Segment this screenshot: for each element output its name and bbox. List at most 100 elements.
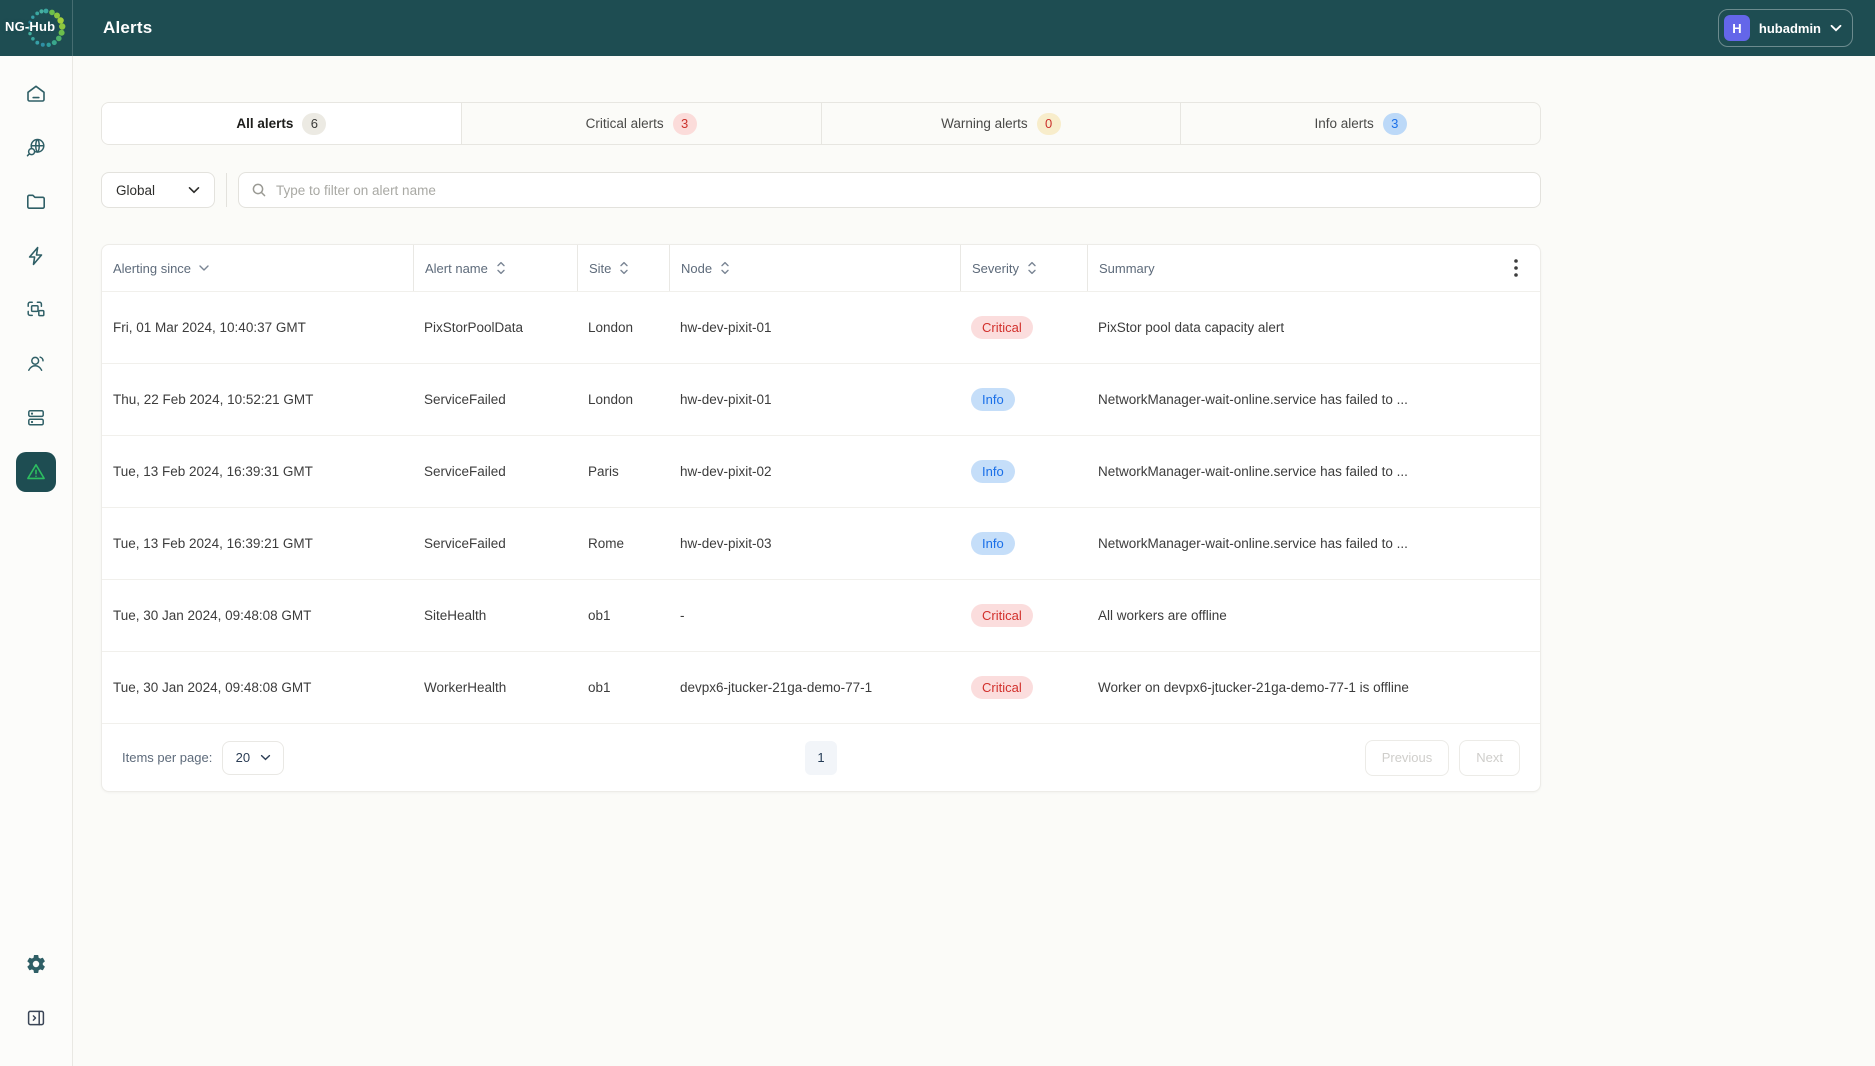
row-spacer: [1491, 364, 1540, 435]
sidebar-item-users[interactable]: [16, 344, 56, 384]
main-content: All alerts 6 Critical alerts 3 Warning a…: [73, 0, 1614, 792]
tab-warning-alerts[interactable]: Warning alerts 0: [820, 103, 1181, 144]
cell-summary: NetworkManager-wait-online.service has f…: [1098, 392, 1408, 407]
column-label: Severity: [972, 260, 1019, 276]
alerts-icon: [27, 464, 45, 480]
lightning-icon: [28, 246, 43, 266]
cell-site: Paris: [588, 464, 619, 479]
cell-severity: Critical: [960, 676, 1087, 699]
cell-alert-name: WorkerHealth: [424, 680, 507, 695]
items-per-page-value: 20: [235, 750, 251, 765]
users-icon: [28, 356, 44, 371]
logo-dots-icon: [27, 8, 66, 47]
cell-site: London: [588, 392, 634, 407]
table-row[interactable]: Tue, 30 Jan 2024, 09:48:08 GMT SiteHealt…: [102, 579, 1540, 651]
sidebar-item-home[interactable]: [16, 74, 56, 114]
row-spacer: [1491, 580, 1540, 651]
column-label: Alerting since: [113, 260, 192, 276]
cell-alerting-since: Thu, 22 Feb 2024, 10:52:21 GMT: [113, 392, 314, 407]
sort-both-icon: [721, 261, 729, 275]
topology-icon: [27, 301, 45, 317]
scope-select[interactable]: Global: [101, 172, 215, 208]
search-input[interactable]: [276, 182, 1528, 198]
user-name: hubadmin: [1758, 20, 1821, 36]
table-header: Alerting since Alert name Site Node Seve…: [102, 245, 1540, 291]
column-header-summary: Summary: [1087, 245, 1491, 291]
items-per-page-label: Items per page:: [122, 750, 213, 765]
cell-node: hw-dev-pixit-01: [680, 320, 772, 335]
search-icon: [252, 183, 266, 197]
sidebar-item-alerts[interactable]: [16, 452, 56, 492]
row-spacer: [1491, 436, 1540, 507]
cell-alert-name: ServiceFailed: [424, 464, 506, 479]
column-label: Alert name: [425, 260, 488, 276]
table-row[interactable]: Tue, 13 Feb 2024, 16:39:21 GMT ServiceFa…: [102, 507, 1540, 579]
table-row[interactable]: Thu, 22 Feb 2024, 10:52:21 GMT ServiceFa…: [102, 363, 1540, 435]
top-header: NG-Hub Alerts H hubadmin: [0, 0, 1875, 56]
app-logo[interactable]: NG-Hub: [0, 0, 73, 56]
cell-alerting-since: Tue, 13 Feb 2024, 16:39:21 GMT: [113, 536, 313, 551]
cell-summary: PixStor pool data capacity alert: [1098, 320, 1285, 335]
severity-badge: Info: [971, 460, 1015, 483]
tab-info-alerts[interactable]: Info alerts 3: [1180, 103, 1540, 144]
tab-label: Info alerts: [1314, 116, 1374, 131]
table-row[interactable]: Tue, 13 Feb 2024, 16:39:31 GMT ServiceFa…: [102, 435, 1540, 507]
column-label: Site: [589, 260, 612, 276]
search-box: [238, 172, 1541, 208]
tab-count-badge: 0: [1036, 112, 1061, 135]
row-spacer: [1491, 652, 1540, 723]
cell-severity: Critical: [960, 316, 1087, 339]
sidebar-item-expand[interactable]: [16, 998, 56, 1038]
cell-severity: Info: [960, 460, 1087, 483]
cell-alerting-since: Tue, 13 Feb 2024, 16:39:31 GMT: [113, 464, 313, 479]
severity-badge: Info: [971, 532, 1015, 555]
page-number-button[interactable]: 1: [805, 740, 837, 775]
settings-gear-icon: [27, 955, 45, 973]
table-options-button[interactable]: [1491, 245, 1540, 291]
sidebar-item-activity[interactable]: [16, 236, 56, 276]
sort-both-icon: [497, 261, 505, 275]
table-row[interactable]: Tue, 30 Jan 2024, 09:48:08 GMT WorkerHea…: [102, 651, 1540, 723]
previous-page-button[interactable]: Previous: [1364, 739, 1450, 776]
column-header-alerting-since[interactable]: Alerting since: [102, 245, 413, 291]
sidebar-item-settings[interactable]: [16, 944, 56, 984]
table-row[interactable]: Fri, 01 Mar 2024, 10:40:37 GMT PixStorPo…: [102, 291, 1540, 363]
cell-summary: NetworkManager-wait-online.service has f…: [1098, 464, 1408, 479]
sidebar-item-servers[interactable]: [16, 398, 56, 438]
home-icon: [27, 85, 45, 102]
logo-text: NG-Hub: [5, 19, 56, 34]
chevron-down-icon: [188, 187, 200, 194]
pagination-bar: Items per page: 20 1 Previous Next: [102, 723, 1540, 791]
column-header-alert-name[interactable]: Alert name: [413, 245, 577, 291]
cell-node: devpx6-jtucker-21ga-demo-77-1: [680, 680, 873, 695]
alert-tabs: All alerts 6 Critical alerts 3 Warning a…: [101, 102, 1541, 145]
network-explore-icon: [26, 138, 45, 157]
column-header-severity[interactable]: Severity: [960, 245, 1087, 291]
cell-severity: Info: [960, 388, 1087, 411]
cell-node: hw-dev-pixit-02: [680, 464, 772, 479]
column-header-site[interactable]: Site: [577, 245, 669, 291]
cell-site: Rome: [588, 536, 625, 551]
cell-alerting-since: Tue, 30 Jan 2024, 09:48:08 GMT: [113, 680, 312, 695]
tab-critical-alerts[interactable]: Critical alerts 3: [460, 103, 821, 144]
scope-value: Global: [116, 182, 156, 198]
cell-alerting-since: Tue, 30 Jan 2024, 09:48:08 GMT: [113, 608, 312, 623]
sidebar-item-topology[interactable]: [16, 290, 56, 330]
cell-summary: Worker on devpx6-jtucker-21ga-demo-77-1 …: [1098, 680, 1409, 695]
column-header-node[interactable]: Node: [669, 245, 960, 291]
cell-alert-name: ServiceFailed: [424, 536, 506, 551]
severity-badge: Critical: [971, 604, 1033, 627]
items-per-page-select[interactable]: 20: [222, 740, 285, 775]
cell-node: hw-dev-pixit-03: [680, 536, 772, 551]
chevron-down-icon: [260, 754, 271, 761]
sidebar-item-projects[interactable]: [16, 182, 56, 222]
tab-all-alerts[interactable]: All alerts 6: [102, 103, 461, 144]
cell-site: London: [588, 320, 634, 335]
cell-alert-name: ServiceFailed: [424, 392, 506, 407]
next-page-button[interactable]: Next: [1459, 739, 1520, 776]
folder-icon: [27, 194, 45, 209]
user-menu[interactable]: H hubadmin: [1717, 9, 1853, 47]
sidebar-item-network-explore[interactable]: [16, 128, 56, 168]
table-body: Fri, 01 Mar 2024, 10:40:37 GMT PixStorPo…: [102, 291, 1540, 723]
tab-count-badge: 6: [302, 112, 327, 135]
